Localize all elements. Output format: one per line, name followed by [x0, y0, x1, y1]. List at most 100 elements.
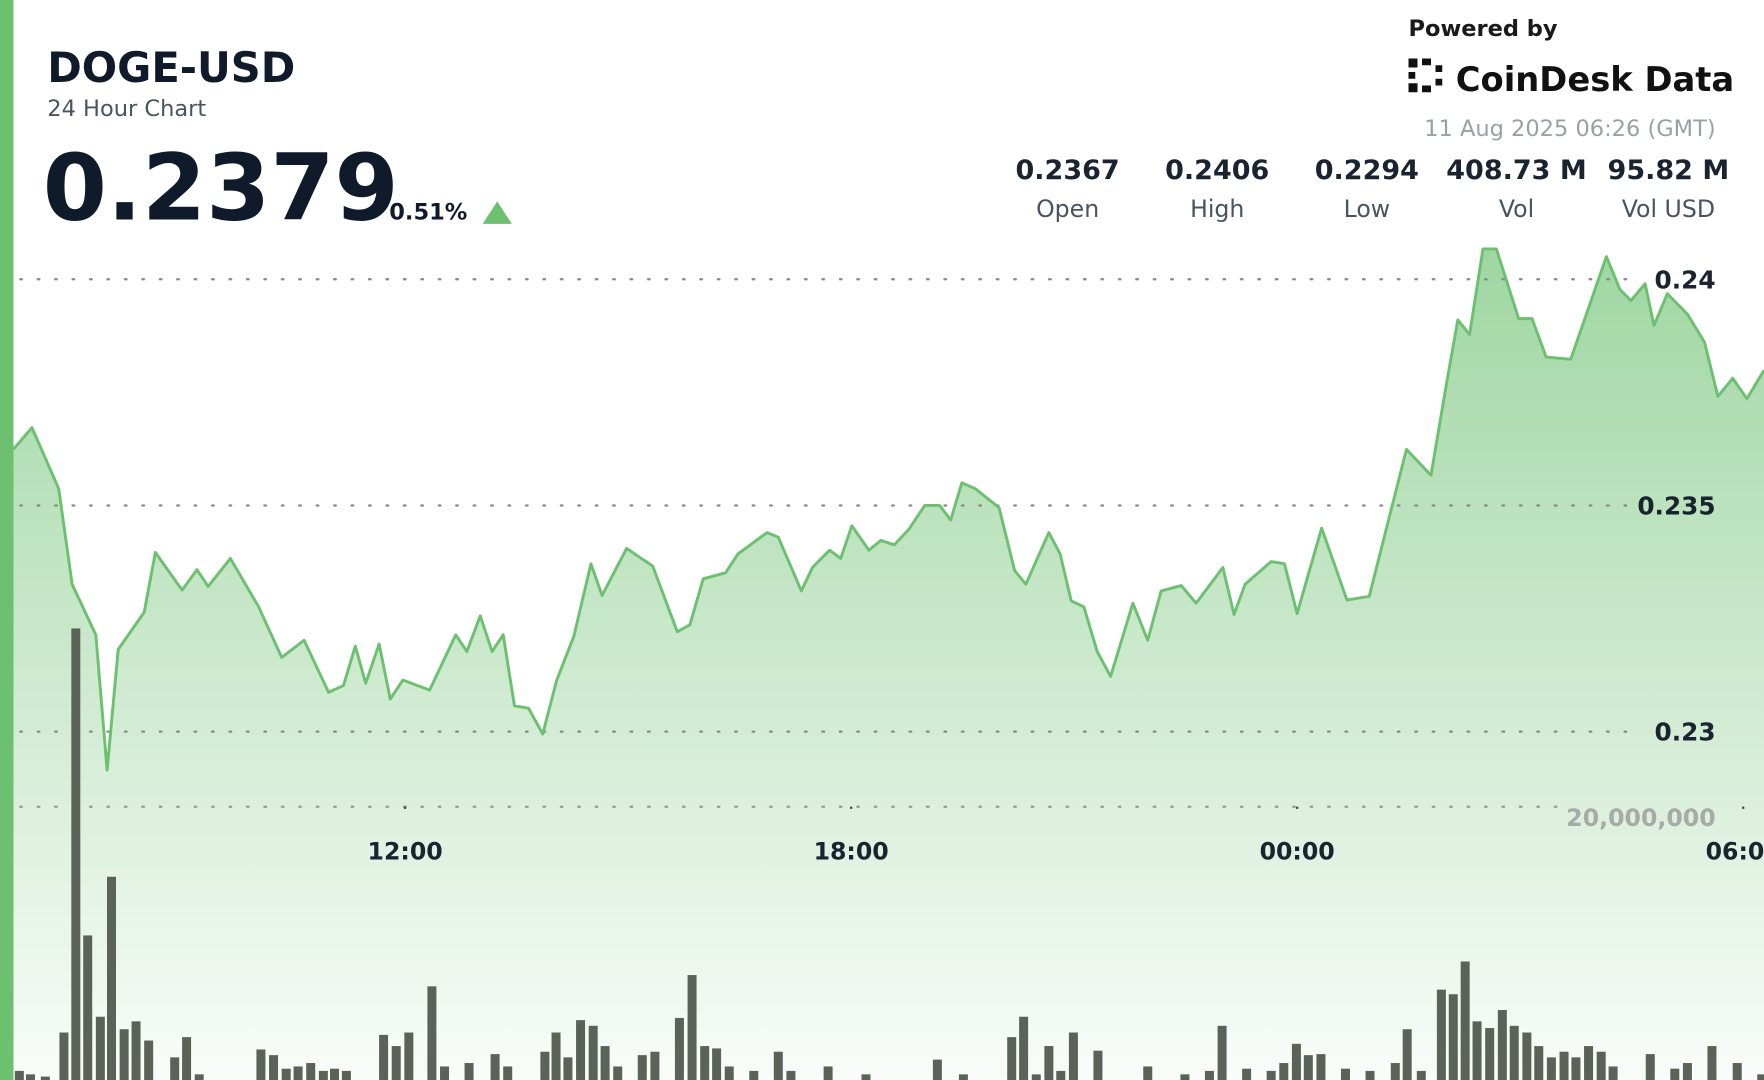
volume-bar — [379, 1034, 389, 1080]
volume-bar — [1472, 1021, 1482, 1080]
grid-layer — [19, 278, 1745, 809]
volume-bar — [40, 1076, 50, 1080]
volume-bar — [1670, 1068, 1680, 1080]
volume-bar — [1390, 1063, 1400, 1080]
volume-bar — [1509, 1025, 1519, 1080]
volume-bar — [440, 1066, 450, 1080]
volume-bar — [59, 1032, 69, 1080]
volume-bar — [1707, 1046, 1717, 1080]
volume-bar — [1266, 1070, 1276, 1080]
volume-bar — [773, 1051, 783, 1080]
x-tick-label: 12:00 — [368, 838, 443, 866]
title: DOGE-USD — [47, 43, 295, 92]
price: 0.2379 — [43, 133, 399, 241]
brand: CoinDesk Data — [1456, 60, 1734, 99]
brand-logo — [1408, 58, 1443, 93]
y-tick-label: 0.23 — [1655, 718, 1716, 747]
volume-bar — [687, 975, 697, 1080]
y-tick-label: 0.235 — [1637, 491, 1715, 520]
volume-bar — [1584, 1046, 1594, 1080]
volume-bar — [600, 1046, 610, 1080]
line-layer — [12, 247, 1764, 772]
volume-bar — [404, 1032, 414, 1080]
volume-bar — [1279, 1063, 1289, 1080]
stat-label: Low — [1344, 195, 1391, 223]
volume-bar — [1019, 1016, 1029, 1080]
stat-value: 0.2294 — [1315, 155, 1419, 186]
price-area — [13, 248, 1764, 1080]
stat-label: Vol USD — [1622, 195, 1715, 223]
volume-bar — [1180, 1074, 1190, 1080]
volume-bar — [1460, 961, 1470, 1080]
accent-strip — [0, 0, 14, 1080]
volume-bar — [540, 1051, 550, 1080]
volume-bar — [1031, 1074, 1041, 1080]
plot: 0.23 0.235 0.24 20,000,000 12:00 18:00 00:00 06… — [12, 247, 1764, 1080]
x-tick-label: 00:00 — [1260, 838, 1335, 866]
volume-bar — [269, 1055, 279, 1080]
x-tick-label: 18:00 — [814, 838, 889, 866]
stat-value: 0.2367 — [1016, 155, 1120, 186]
volume-bar — [1596, 1051, 1606, 1080]
change: 0.51% — [389, 199, 467, 225]
volume-bar — [281, 1068, 291, 1080]
volume-bar — [427, 986, 437, 1080]
volume-bar — [107, 876, 117, 1080]
volume-bar — [1732, 1063, 1742, 1080]
volume-bar — [1303, 1055, 1313, 1080]
volume-bar — [958, 1074, 968, 1080]
volume-bar — [341, 1070, 351, 1080]
volume-bar — [1436, 989, 1446, 1080]
volume-bar — [293, 1066, 303, 1080]
stat-value: 0.2406 — [1165, 155, 1269, 186]
volume-bar — [194, 1074, 204, 1080]
stat-label: Vol — [1499, 195, 1534, 223]
volume-bar — [1416, 1070, 1426, 1080]
volume-bar — [1571, 1057, 1581, 1080]
volume-bar — [503, 1066, 513, 1080]
label-layer: 0.23 0.235 0.24 20,000,000 12:00 18:00 00:00 06… — [368, 265, 1764, 865]
volume-bar — [637, 1055, 647, 1080]
volume-bar — [576, 1020, 586, 1080]
y2-tick-label: 20,000,000 — [1566, 804, 1715, 832]
volume-bar — [170, 1057, 180, 1080]
volume-bar — [1143, 1066, 1153, 1080]
volume-bar — [823, 1066, 833, 1080]
volume-bar — [1546, 1057, 1556, 1080]
volume-bar — [1242, 1068, 1252, 1080]
volume-bar — [14, 1070, 24, 1080]
x-tick-label: 06:00 — [1706, 838, 1764, 866]
volume-bar — [650, 1051, 660, 1080]
volume-bar — [1217, 1025, 1227, 1080]
volume-bar — [563, 1057, 573, 1080]
volume-bar — [613, 1066, 623, 1080]
volume-bar — [1340, 1068, 1350, 1080]
volume-bar — [71, 628, 81, 1080]
volume-bar — [749, 1070, 759, 1080]
volume-bar — [144, 1040, 154, 1080]
volume-bar — [131, 1021, 141, 1080]
volume-bar — [1608, 1066, 1618, 1080]
volume-bar — [1316, 1054, 1326, 1080]
y-tick-label: 0.24 — [1655, 265, 1716, 294]
volume-bar — [306, 1063, 316, 1080]
volume-bar — [1365, 1070, 1375, 1080]
area-layer — [13, 248, 1764, 1080]
volume-bar — [861, 1074, 871, 1080]
volume-bar — [1044, 1046, 1054, 1080]
volume-bar — [1485, 1028, 1495, 1080]
volume-bar — [674, 1017, 684, 1080]
volume-bar — [391, 1046, 401, 1080]
volume-bar — [551, 1032, 561, 1080]
volume-bar — [1645, 1054, 1655, 1080]
volume-bar — [1068, 1032, 1078, 1080]
stat-label: High — [1190, 195, 1244, 223]
stat-label: Open — [1036, 195, 1099, 223]
volume-bar — [25, 1074, 35, 1080]
volume-bar — [95, 1016, 105, 1080]
volume-bar — [1291, 1043, 1301, 1080]
stat-value: 408.73 M — [1446, 155, 1586, 186]
volume-bar — [1522, 1032, 1532, 1080]
volume-bar — [700, 1046, 710, 1080]
